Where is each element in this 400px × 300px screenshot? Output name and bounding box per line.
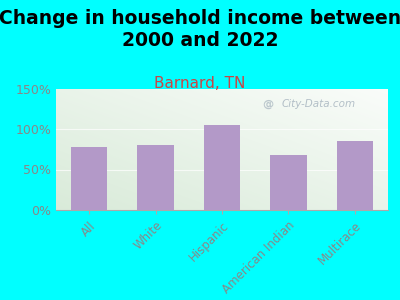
Text: City-Data.com: City-Data.com <box>282 99 356 109</box>
Bar <box>336 141 373 210</box>
Bar <box>137 145 174 210</box>
Bar <box>270 155 307 210</box>
Text: Barnard, TN: Barnard, TN <box>154 76 246 92</box>
Text: @: @ <box>262 99 273 109</box>
Text: Change in household income between
2000 and 2022: Change in household income between 2000 … <box>0 9 400 50</box>
Bar <box>204 125 240 210</box>
Bar <box>71 147 108 210</box>
